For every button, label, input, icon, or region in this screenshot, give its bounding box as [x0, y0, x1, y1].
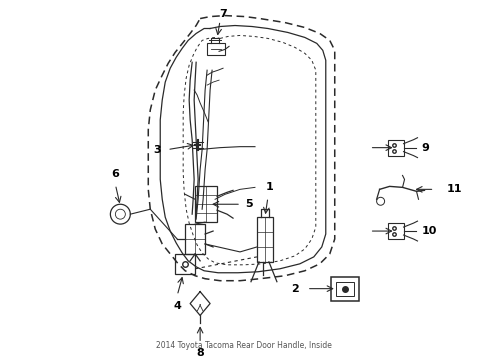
Text: 9: 9 — [421, 143, 428, 153]
Text: 3: 3 — [153, 145, 161, 155]
Text: 2014 Toyota Tacoma Rear Door Handle, Inside: 2014 Toyota Tacoma Rear Door Handle, Ins… — [156, 341, 331, 350]
Bar — [335, 282, 353, 296]
Text: 1: 1 — [265, 183, 273, 192]
Text: 11: 11 — [446, 184, 461, 194]
Bar — [185, 224, 204, 254]
Text: 4: 4 — [173, 301, 181, 311]
Text: 8: 8 — [196, 348, 203, 358]
Bar — [195, 186, 217, 222]
Bar — [387, 140, 403, 156]
Text: 7: 7 — [219, 9, 226, 19]
Text: 10: 10 — [421, 226, 436, 236]
Text: 2: 2 — [290, 284, 298, 294]
Bar — [256, 217, 272, 262]
Text: 5: 5 — [244, 199, 252, 209]
Text: 6: 6 — [111, 170, 119, 180]
Bar — [175, 254, 195, 274]
Bar — [387, 223, 403, 239]
Bar — [330, 277, 358, 301]
Bar — [207, 44, 224, 55]
